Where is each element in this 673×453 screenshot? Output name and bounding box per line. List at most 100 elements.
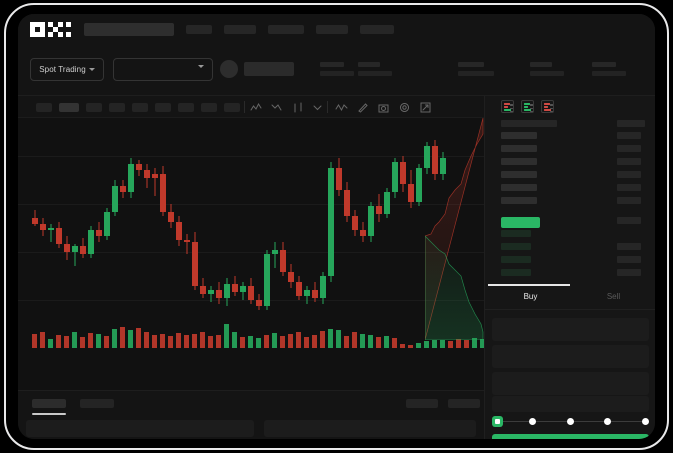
chart-gridline xyxy=(18,204,484,205)
order-amount-field[interactable] xyxy=(492,345,649,368)
orderbook-header-qty xyxy=(617,120,645,127)
nav-link-1[interactable] xyxy=(186,25,212,34)
tab-buy[interactable]: Buy xyxy=(523,292,538,301)
orderbook-view-asks-icon[interactable] xyxy=(541,100,554,113)
orderbook-bid-price xyxy=(501,256,531,263)
trade-form-tabs: Buy Sell xyxy=(485,284,655,310)
price-chart[interactable] xyxy=(18,118,484,390)
stat-24h-volume xyxy=(530,62,564,76)
submit-buy-button[interactable] xyxy=(492,434,649,439)
slider-handle[interactable] xyxy=(492,416,503,427)
coin-avatar xyxy=(220,60,238,78)
stat-24h-turnover xyxy=(592,62,626,76)
order-book-panel: Buy Sell xyxy=(484,96,655,439)
timeframe-5m[interactable] xyxy=(59,103,79,112)
dock-panel-1[interactable] xyxy=(26,420,254,437)
bottom-action-2[interactable] xyxy=(448,399,480,408)
orderbook-ask-qty xyxy=(617,132,641,139)
market-type-label: Spot Trading xyxy=(39,65,86,74)
timeframe-1mo[interactable] xyxy=(224,103,240,112)
bottom-tab-order-history[interactable] xyxy=(80,399,114,408)
chart-gridline xyxy=(18,252,484,253)
orderbook-bid-qty xyxy=(617,256,641,263)
orderbook-view-toggles xyxy=(501,100,554,113)
bottom-dock xyxy=(18,417,484,439)
stat-24h-high-value xyxy=(358,71,392,76)
orderbook-mid-price xyxy=(501,217,540,228)
orderbook-ask-qty xyxy=(617,197,641,204)
timeframe-1h[interactable] xyxy=(132,103,148,112)
nav-link-3[interactable] xyxy=(268,25,304,34)
amount-percent-slider[interactable] xyxy=(492,416,649,428)
app-screen: Spot Trading xyxy=(18,14,655,439)
bottom-tab-open-orders[interactable] xyxy=(32,399,66,408)
orderbook-ask-price xyxy=(501,197,537,204)
orderbook-view-bids-icon[interactable] xyxy=(521,100,534,113)
settings-icon[interactable] xyxy=(398,101,411,114)
orderbook-header-price xyxy=(501,120,557,127)
compare-icon[interactable] xyxy=(271,101,284,114)
account-chip[interactable] xyxy=(366,25,394,34)
line-chart-icon[interactable] xyxy=(335,101,348,114)
snapshot-icon[interactable] xyxy=(377,101,390,114)
timeframe-1w[interactable] xyxy=(201,103,217,112)
dock-panel-2[interactable] xyxy=(264,420,476,437)
stat-24h-volume-value xyxy=(530,71,564,76)
trading-pair-selector[interactable] xyxy=(113,58,213,81)
draw-pencil-icon[interactable] xyxy=(356,101,369,114)
timeframe-1d[interactable] xyxy=(178,103,194,112)
orderbook-ask-price xyxy=(501,132,537,139)
candlestick-series xyxy=(32,140,446,310)
stat-24h-turnover-value xyxy=(592,71,626,76)
market-type-selector[interactable]: Spot Trading xyxy=(30,58,104,81)
stat-24h-change-label xyxy=(320,62,344,67)
orders-tab-bar xyxy=(18,390,484,417)
more-chevron-icon[interactable] xyxy=(311,101,324,114)
fullscreen-icon[interactable] xyxy=(419,101,432,114)
slider-step-50[interactable] xyxy=(566,418,574,425)
chart-type-icon[interactable] xyxy=(292,101,305,114)
toolbar-divider xyxy=(327,101,328,113)
orderbook-ask-price xyxy=(501,145,537,152)
order-total-field[interactable] xyxy=(492,372,649,395)
indicators-icon[interactable] xyxy=(250,101,263,114)
nav-link-2[interactable] xyxy=(224,25,256,34)
timeframe-15m[interactable] xyxy=(86,103,102,112)
global-search-input[interactable] xyxy=(84,23,174,36)
orderbook-bid-price xyxy=(501,243,531,250)
volume-series xyxy=(32,324,484,348)
timeframe-30m[interactable] xyxy=(109,103,125,112)
orderbook-qty xyxy=(617,217,641,224)
orderbook-ask-price xyxy=(501,158,537,165)
stat-24h-turnover-label xyxy=(592,62,616,67)
tab-sell[interactable]: Sell xyxy=(606,292,621,301)
stat-24h-low xyxy=(458,62,494,76)
timeframe-4h[interactable] xyxy=(155,103,171,112)
order-price-field[interactable] xyxy=(492,318,649,341)
slider-step-25[interactable] xyxy=(529,418,536,425)
orderbook-view-both-icon[interactable] xyxy=(501,100,514,113)
orderbook-bid-price xyxy=(501,269,531,276)
slider-step-100[interactable] xyxy=(641,418,649,425)
orderbook-ask-price xyxy=(501,171,537,178)
active-tab-underline xyxy=(32,413,66,415)
bottom-action-1[interactable] xyxy=(406,399,438,408)
orderbook-bid-qty xyxy=(617,269,641,276)
last-price-value xyxy=(244,62,294,76)
orderbook-ask-qty xyxy=(617,184,641,191)
orderbook-ask-qty xyxy=(617,158,641,165)
timeframe-1m[interactable] xyxy=(36,103,52,112)
stat-24h-high-label xyxy=(358,62,380,67)
order-available-row[interactable] xyxy=(492,396,649,412)
chart-gridline xyxy=(18,156,484,157)
chevron-down-icon xyxy=(198,65,204,68)
okx-logo[interactable] xyxy=(30,22,72,37)
stat-24h-low-value xyxy=(458,71,494,76)
nav-link-4[interactable] xyxy=(316,25,348,34)
active-trade-tab-underline xyxy=(488,284,570,286)
market-sub-header: Spot Trading xyxy=(18,46,655,96)
orderbook-ask-qty xyxy=(617,145,641,152)
slider-step-75[interactable] xyxy=(604,418,611,425)
chart-toolbar xyxy=(18,96,484,118)
